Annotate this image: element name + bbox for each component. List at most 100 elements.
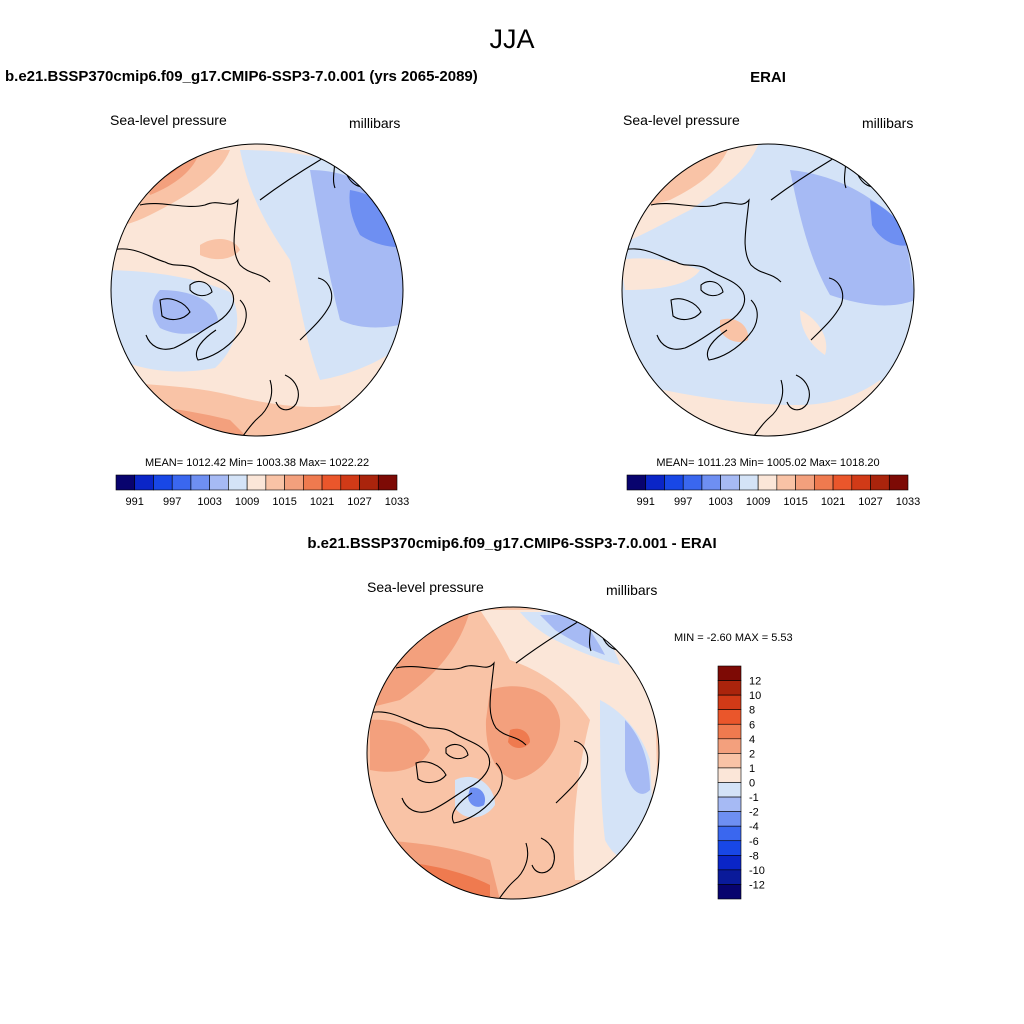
model-colorbar-swatch — [228, 474, 248, 491]
diff-colorbar-swatch — [717, 680, 742, 696]
model-colorbar-swatch — [190, 474, 210, 491]
model-colorbar-swatch — [303, 474, 323, 491]
obs-map-border — [621, 143, 915, 437]
obs-colorbar-label: 1015 — [783, 496, 807, 508]
model-colorbar-label: 1003 — [197, 496, 221, 508]
diff-map — [367, 607, 659, 899]
diff-units-label: millibars — [606, 582, 657, 598]
diff-colorbar-label: -4 — [749, 821, 759, 833]
diff-colorbar-swatch — [717, 869, 742, 885]
diff-colorbar-label: -2 — [749, 807, 759, 819]
diff-colorbar-label: 1 — [749, 763, 755, 775]
model-stats: MEAN= 1012.42 Min= 1003.38 Max= 1022.22 — [145, 457, 369, 469]
obs-colorbar-swatch — [814, 474, 834, 491]
diff-colorbar-swatch — [717, 709, 742, 725]
obs-colorbar-swatch — [832, 474, 853, 491]
obs-colorbar-swatch — [682, 474, 703, 491]
model-map — [111, 144, 403, 436]
obs-colorbar-label: 997 — [674, 496, 692, 508]
model-colorbar-swatch — [209, 474, 229, 491]
model-colorbar-swatch — [377, 474, 398, 491]
diff-colorbar-label: 12 — [749, 676, 761, 688]
diff-colorbar-swatch — [717, 855, 742, 871]
diff-colorbar-label: 4 — [749, 734, 755, 746]
diff-colorbar-swatch — [717, 840, 742, 856]
obs-colorbar-swatch — [739, 474, 759, 491]
diff-panel-title: b.e21.BSSP370cmip6.f09_g17.CMIP6-SSP3-7.… — [307, 535, 716, 552]
obs-map — [622, 144, 914, 436]
obs-colorbar-label: 1009 — [746, 496, 770, 508]
model-colorbar-label: 997 — [163, 496, 181, 508]
model-colorbar-label: 1015 — [272, 496, 296, 508]
obs-colorbar-swatch — [795, 474, 815, 491]
model-colorbar-label: 1027 — [347, 496, 371, 508]
obs-colorbar-label: 1003 — [708, 496, 732, 508]
diff-colorbar-label: 6 — [749, 719, 755, 731]
obs-colorbar-swatch — [888, 474, 909, 491]
diff-colorbar-label: 0 — [749, 778, 755, 790]
diff-colorbar-label: -1 — [749, 792, 759, 804]
model-colorbar-label: 1009 — [235, 496, 259, 508]
model-colorbar-swatch — [340, 474, 360, 491]
obs-colorbar-swatch — [720, 474, 740, 491]
model-colorbar-swatch — [321, 474, 342, 491]
diff-colorbar-label: 10 — [749, 690, 761, 702]
diff-colorbar-swatch — [717, 723, 742, 740]
obs-colorbar-label: 1033 — [896, 496, 920, 508]
diff-colorbar-swatch — [717, 825, 742, 842]
model-colorbar-swatch — [265, 474, 285, 491]
obs-variable-label: Sea-level pressure — [623, 112, 740, 128]
obs-colorbar: 991 997 1003 1009 1015 1021 1027 1033 — [626, 474, 920, 508]
obs-colorbar-swatch — [645, 474, 665, 491]
diff-colorbar-label: 8 — [749, 705, 755, 717]
model-map-border — [110, 143, 404, 437]
obs-colorbar-swatch — [626, 474, 647, 491]
obs-colorbar-swatch — [701, 474, 721, 491]
diff-colorbar-swatch — [717, 665, 742, 681]
obs-colorbar-swatch — [664, 474, 684, 491]
obs-units-label: millibars — [862, 115, 913, 131]
model-colorbar-label: 1021 — [310, 496, 334, 508]
obs-stats: MEAN= 1011.23 Min= 1005.02 Max= 1018.20 — [656, 457, 879, 469]
obs-colorbar-label: 1027 — [858, 496, 882, 508]
diff-colorbar-swatch — [717, 796, 742, 812]
model-colorbar-label: 991 — [126, 496, 144, 508]
model-colorbar-swatch — [115, 474, 136, 491]
diff-colorbar-label: -10 — [749, 865, 765, 877]
diff-colorbar-label: 2 — [749, 748, 755, 760]
diff-colorbar-swatch — [717, 694, 742, 710]
model-colorbar-label: 1033 — [385, 496, 409, 508]
model-colorbar: 991 997 1003 1009 1015 1021 1027 1033 — [115, 474, 409, 508]
model-colorbar-swatch — [284, 474, 304, 491]
model-colorbar-swatch — [171, 474, 192, 491]
model-colorbar-swatch — [134, 474, 154, 491]
obs-colorbar-label: 991 — [637, 496, 655, 508]
model-colorbar-swatch — [359, 474, 379, 491]
diff-colorbar-label: -12 — [749, 879, 765, 891]
model-panel-title: b.e21.BSSP370cmip6.f09_g17.CMIP6-SSP3-7.… — [5, 68, 478, 85]
diff-colorbar-label: -8 — [749, 850, 759, 862]
diff-map-border — [366, 606, 660, 900]
figure-title: JJA — [489, 24, 534, 54]
obs-colorbar-label: 1021 — [821, 496, 845, 508]
model-colorbar-swatch — [246, 474, 267, 491]
diff-colorbar-swatch — [717, 782, 742, 798]
diff-colorbar-label: -6 — [749, 836, 759, 848]
obs-colorbar-swatch — [776, 474, 796, 491]
diff-colorbar-swatch — [717, 753, 742, 769]
diff-variable-label: Sea-level pressure — [367, 579, 484, 595]
model-variable-label: Sea-level pressure — [110, 112, 227, 128]
obs-colorbar-swatch — [851, 474, 871, 491]
diff-coastlines — [367, 612, 629, 899]
diff-colorbar-swatch — [717, 811, 742, 827]
model-units-label: millibars — [349, 115, 400, 131]
diff-colorbar-swatch — [717, 767, 742, 783]
obs-panel-title: ERAI — [750, 69, 786, 86]
diff-colorbar-swatch — [717, 738, 742, 754]
obs-colorbar-swatch — [757, 474, 778, 491]
model-colorbar-swatch — [153, 474, 173, 491]
obs-colorbar-swatch — [870, 474, 890, 491]
diff-colorbar-swatch — [717, 884, 742, 900]
